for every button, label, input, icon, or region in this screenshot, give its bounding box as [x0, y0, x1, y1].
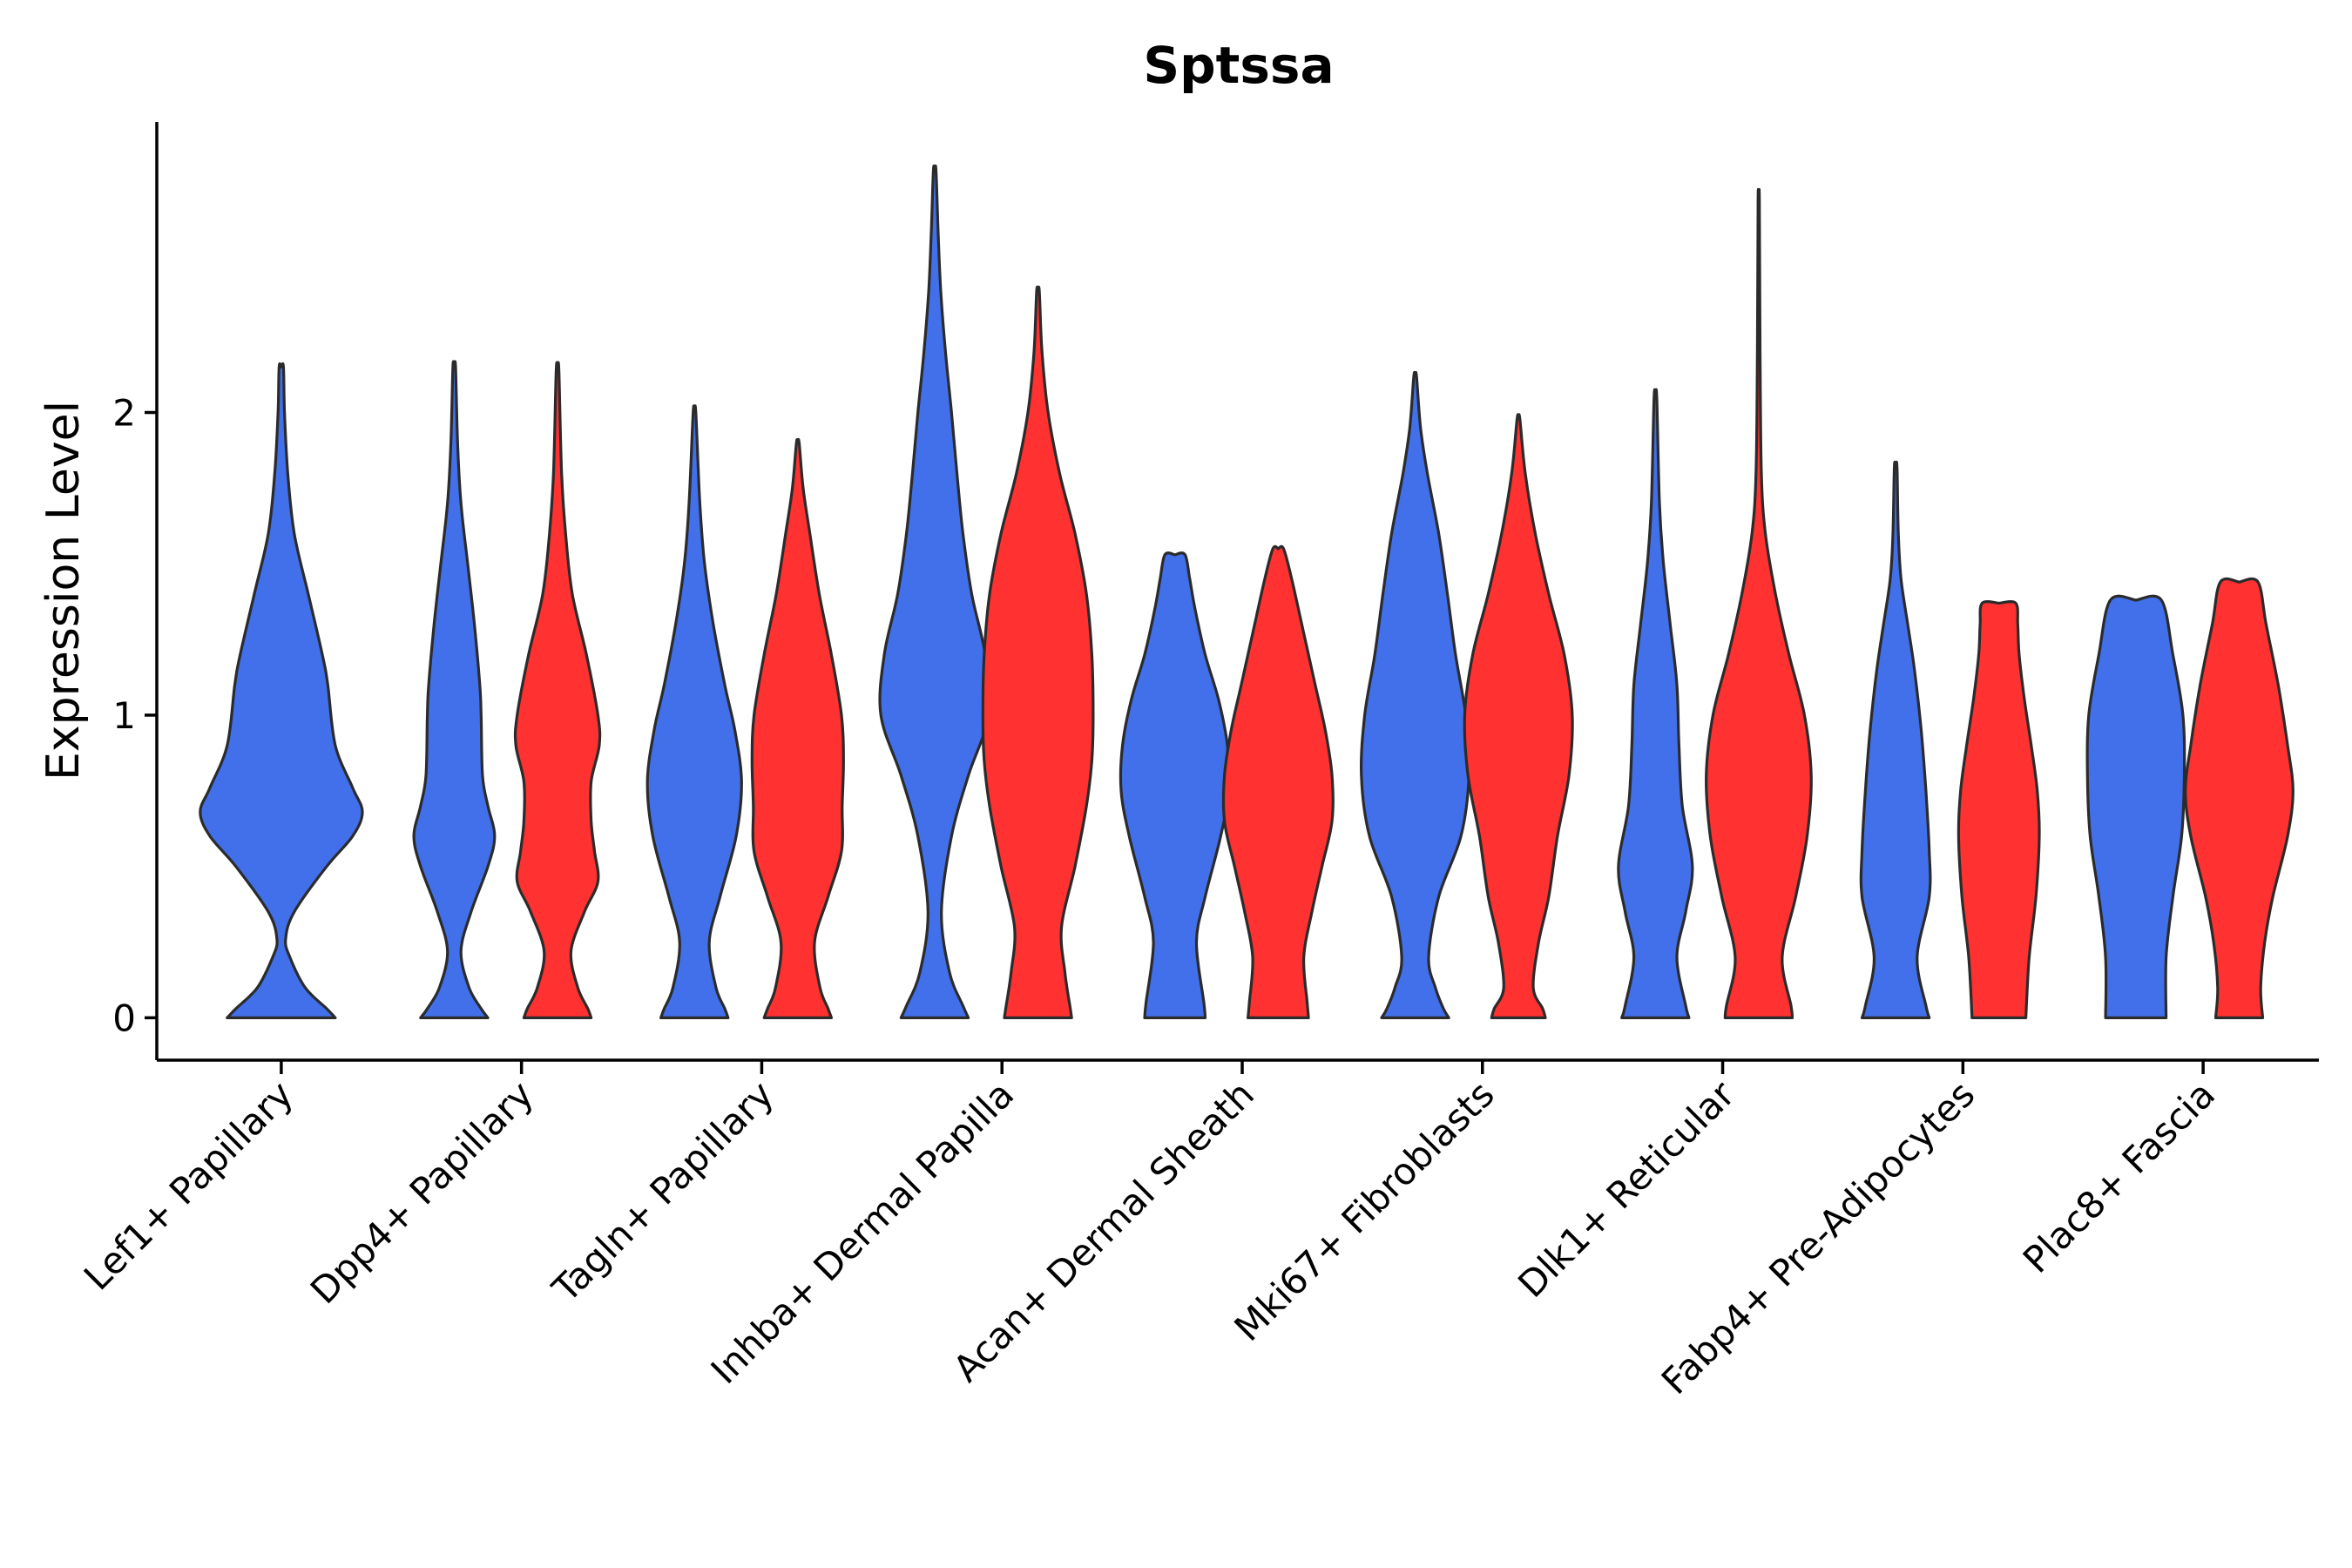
violin-tagln-papillary-group1	[645, 404, 743, 1019]
violin-tagln-papillary-group2	[750, 437, 845, 1019]
violin-dlk1-reticular-group1	[1617, 388, 1694, 1019]
y-axis-label: Expression Level	[37, 401, 90, 781]
violin-dlk1-reticular-group2	[1705, 187, 1813, 1019]
violin-mki67-fibroblasts-group1	[1360, 370, 1471, 1019]
violin-fabp4-pre-adipocytes-group2	[1957, 599, 2041, 1019]
violin-fabp4-pre-adipocytes-group1	[1859, 460, 1932, 1019]
violin-mki67-fibroblasts-group2	[1463, 413, 1574, 1019]
x-tick-label: Tagln+ Papillary	[544, 1072, 781, 1310]
violin-inhba-dermal-papilla-group2	[981, 285, 1095, 1019]
violin-inhba-dermal-papilla-group1	[878, 164, 991, 1019]
x-tick-label: Plac8+ Fascia	[2015, 1072, 2223, 1281]
y-tick-label: 1	[112, 694, 136, 737]
violin-dpp4-papillary-group1	[412, 360, 497, 1019]
x-tick-label: Dpp4+ Papillary	[302, 1072, 542, 1312]
violin-plac8-fascia-group1	[2085, 594, 2186, 1019]
x-tick-label: Lef1+ Papillary	[76, 1072, 301, 1298]
violin-plac8-fascia-group2	[2184, 577, 2295, 1019]
violins-layer	[199, 164, 2295, 1019]
violin-acan-dermal-sheath-group2	[1221, 544, 1335, 1019]
y-tick-label: 2	[112, 392, 136, 435]
x-tick-label: Dlk1+ Reticular	[1510, 1072, 1743, 1306]
y-tick-label: 0	[112, 997, 136, 1039]
x-tick-label: Mki67+ Fibroblasts	[1226, 1072, 1502, 1348]
violin-lef1-papillary-group1	[199, 362, 364, 1019]
chart-title: Sptssa	[1143, 36, 1334, 95]
violin-acan-dermal-sheath-group1	[1119, 551, 1231, 1019]
violin-dpp4-papillary-group2	[513, 361, 602, 1019]
